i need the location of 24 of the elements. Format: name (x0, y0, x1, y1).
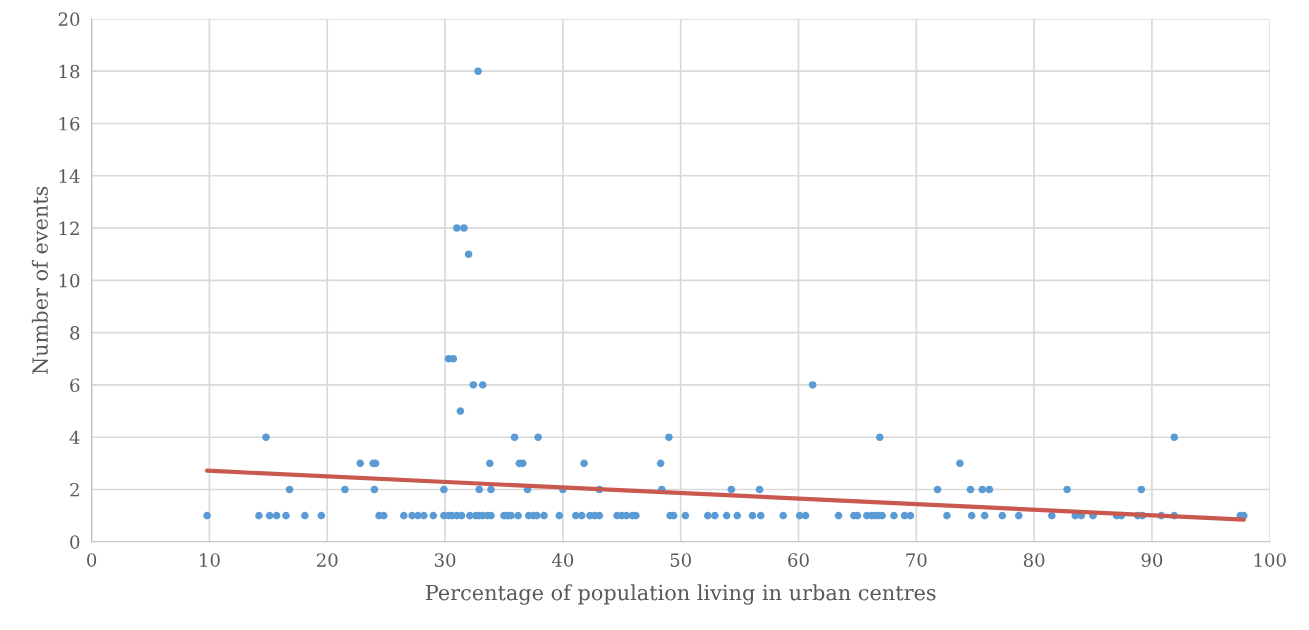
x-tick-label: 100 (1254, 553, 1286, 567)
y-tick-label: 2 (70, 482, 79, 497)
x-tick-label: 0 (87, 553, 97, 567)
y-tick-label: 0 (70, 535, 80, 549)
x-tick-label: 60 (788, 553, 809, 567)
x-tick-label: 50 (670, 553, 691, 567)
y-tick-label: 18 (59, 64, 80, 79)
x-tick-label: 30 (434, 553, 456, 567)
y-tick-label: 6 (70, 378, 80, 393)
y-tick-label: 4 (69, 430, 80, 445)
y-tick-label: 16 (59, 116, 80, 131)
y-tick-label: 20 (58, 12, 80, 27)
x-tick-label: 20 (316, 553, 338, 567)
y-tick-label: 10 (59, 273, 80, 288)
y-axis-title: Number of events (31, 186, 48, 375)
y-tick-label: 8 (70, 326, 80, 340)
x-tick-label: 70 (906, 553, 927, 567)
x-tick-label: 80 (1023, 553, 1045, 567)
x-tick-label: 40 (551, 553, 574, 567)
x-axis-title: Percentage of population living in urban centres (425, 584, 936, 605)
y-tick-label: 12 (59, 221, 79, 235)
y-tick-label: 14 (59, 169, 80, 183)
x-tick-label: 90 (1141, 553, 1163, 567)
x-tick-label: 10 (200, 553, 220, 567)
